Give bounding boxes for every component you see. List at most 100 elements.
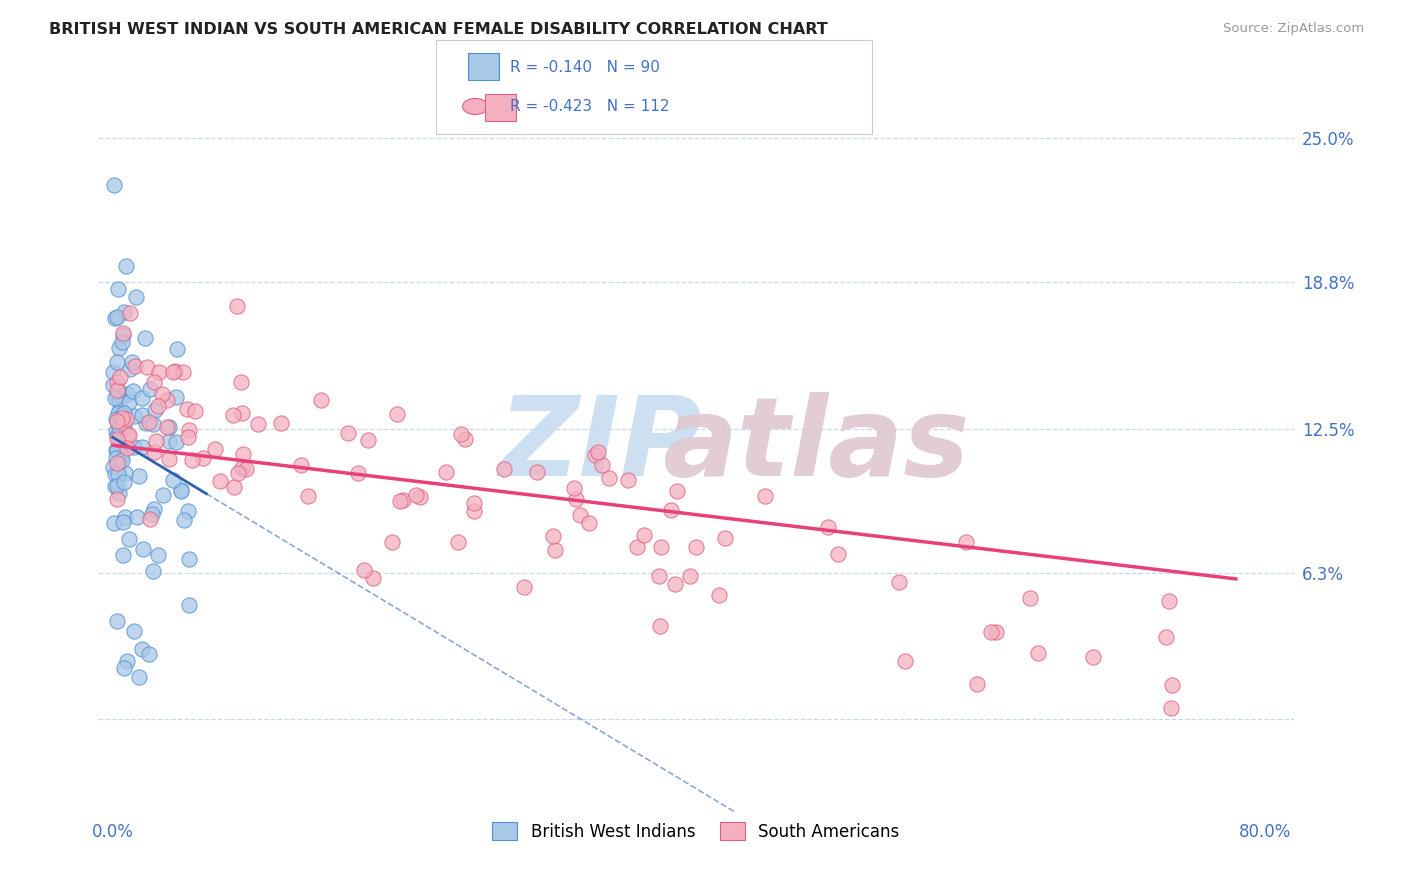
Point xyxy=(135,416,157,430)
Point xyxy=(115,259,138,273)
Point xyxy=(122,409,145,424)
Point xyxy=(1154,630,1177,644)
Point xyxy=(353,563,375,577)
Point xyxy=(591,458,613,472)
Point xyxy=(122,384,145,398)
Point xyxy=(157,434,180,448)
Point xyxy=(647,569,669,583)
Point xyxy=(562,481,585,495)
Legend: British West Indians, South Americans: British West Indians, South Americans xyxy=(485,816,907,847)
Point xyxy=(143,501,166,516)
Point xyxy=(385,407,408,421)
Point xyxy=(665,484,688,499)
Point xyxy=(107,428,129,442)
Point xyxy=(980,625,1002,640)
Point xyxy=(107,341,129,355)
Point xyxy=(1026,647,1049,661)
Point xyxy=(165,364,187,378)
Point xyxy=(713,531,735,545)
Point xyxy=(1157,594,1180,608)
Point xyxy=(165,435,187,450)
Point xyxy=(165,390,187,404)
Point xyxy=(105,355,128,369)
Point xyxy=(221,408,243,422)
Point xyxy=(121,355,143,369)
Point xyxy=(112,420,135,434)
Point xyxy=(226,299,249,313)
Point xyxy=(114,406,136,420)
Point xyxy=(173,513,195,527)
Point xyxy=(142,565,165,579)
Point xyxy=(115,654,138,668)
Point xyxy=(156,420,179,434)
Point xyxy=(176,402,198,417)
Point xyxy=(105,310,128,325)
Point xyxy=(111,411,134,425)
Point xyxy=(246,417,269,432)
Point xyxy=(107,415,129,429)
Point xyxy=(145,434,167,449)
Point xyxy=(139,512,162,526)
Point xyxy=(450,427,472,442)
Point xyxy=(177,430,200,444)
Point xyxy=(104,311,127,326)
Point xyxy=(105,383,128,397)
Point xyxy=(112,475,135,489)
Point xyxy=(105,411,128,425)
Point xyxy=(361,571,384,585)
Point xyxy=(155,393,177,408)
Point xyxy=(162,473,184,487)
Point xyxy=(111,328,134,343)
Point xyxy=(565,492,588,507)
Point xyxy=(817,520,839,534)
Point xyxy=(131,409,153,423)
Point xyxy=(108,438,131,452)
Point xyxy=(110,449,132,463)
Point xyxy=(297,489,319,503)
Point xyxy=(659,503,682,517)
Point xyxy=(125,289,148,303)
Point xyxy=(124,624,146,638)
Point xyxy=(108,394,131,409)
Point xyxy=(108,425,131,439)
Point xyxy=(112,326,135,340)
Point xyxy=(598,471,620,485)
Point xyxy=(204,442,226,456)
Point xyxy=(104,442,127,457)
Point xyxy=(513,581,536,595)
Point xyxy=(105,413,128,427)
Point xyxy=(114,411,136,425)
Point xyxy=(887,574,910,589)
Point xyxy=(103,516,125,531)
Point xyxy=(685,540,707,554)
Point xyxy=(111,453,134,467)
Point xyxy=(543,543,565,558)
Point xyxy=(434,465,457,479)
Point xyxy=(578,516,600,530)
Point xyxy=(111,416,134,430)
Point xyxy=(184,403,207,417)
Point xyxy=(112,661,135,675)
Point xyxy=(650,540,672,554)
Point xyxy=(492,462,515,476)
Point xyxy=(709,588,731,602)
Point xyxy=(107,455,129,469)
Text: Source: ZipAtlas.com: Source: ZipAtlas.com xyxy=(1223,22,1364,36)
Point xyxy=(1160,701,1182,715)
Point xyxy=(463,504,485,518)
Point xyxy=(104,467,127,481)
Point xyxy=(138,647,160,661)
Point xyxy=(112,305,135,319)
Point xyxy=(463,496,485,510)
Point xyxy=(103,378,125,392)
Point xyxy=(955,535,977,549)
Point xyxy=(150,386,173,401)
Point xyxy=(104,451,127,466)
Point xyxy=(152,488,174,502)
Point xyxy=(389,493,412,508)
Point xyxy=(131,391,153,405)
Point xyxy=(526,465,548,479)
Point xyxy=(633,528,655,542)
Point xyxy=(139,382,162,396)
Point xyxy=(107,429,129,443)
